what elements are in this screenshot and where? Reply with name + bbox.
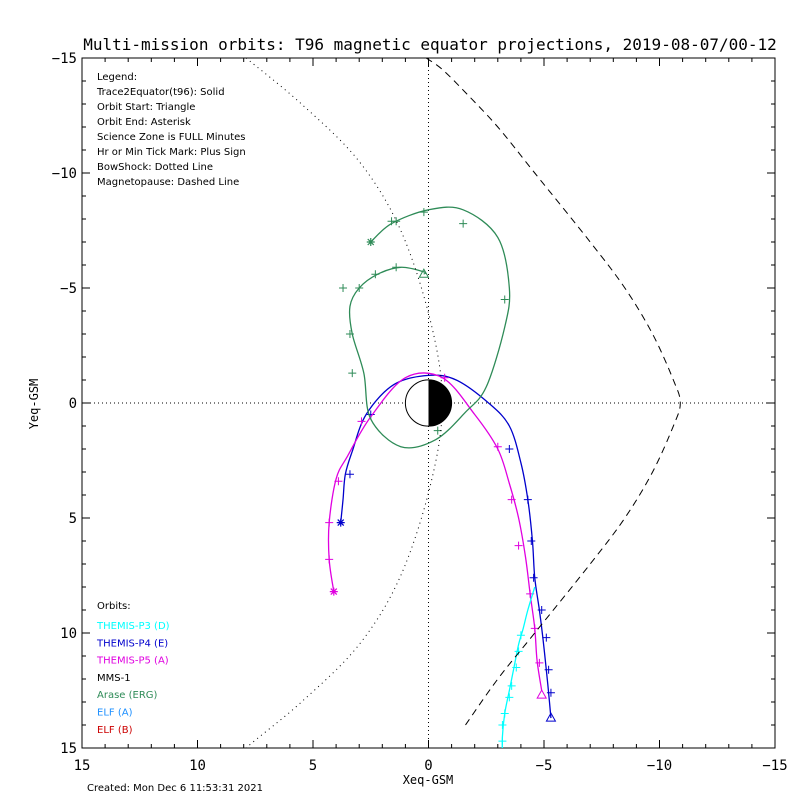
tick-mark-plus (325, 518, 334, 527)
tick-mark-plus (325, 555, 334, 564)
orbit-legend-entry: THEMIS-P4 (E) (96, 638, 168, 649)
y-tick-label: −15 (52, 51, 77, 67)
orbit-legend-entry: MMS-1 (97, 673, 131, 684)
legend: Legend: Trace2Equator(t96): Solid Orbit St… (96, 72, 246, 188)
tick-mark-plus (339, 284, 348, 292)
legend-entry: Science Zone is FULL Minutes (97, 132, 246, 143)
orbit-end-asterisk (329, 587, 338, 596)
tick-mark-plus (530, 624, 539, 633)
legend-entry: Legend: (97, 72, 137, 83)
x-tick-label: −15 (762, 758, 787, 774)
tick-mark-plus (546, 688, 555, 697)
y-tick-label: −5 (60, 281, 77, 297)
tick-mark-plus (357, 417, 366, 426)
orbit-legend-entry: THEMIS-P3 (D) (96, 621, 170, 632)
tick-mark-plus (527, 537, 536, 545)
series-line-arase-erg (348, 206, 511, 449)
orbit-legend-entry: ELF (B) (97, 725, 133, 736)
tick-mark-plus (371, 270, 380, 279)
tick-mark-plus (498, 737, 507, 746)
tick-mark-plus (500, 709, 509, 718)
legend-entry: BowShock: Dotted Line (97, 162, 213, 173)
orbit-end-asterisk (336, 518, 345, 527)
x-tick-label: 5 (309, 758, 317, 774)
created-stamp: Created: Mon Dec 6 11:53:31 2021 (87, 783, 263, 794)
series-line-themis-p5-a (327, 372, 543, 691)
y-tick-label: −10 (52, 166, 77, 182)
x-tick-label: −5 (536, 758, 553, 774)
tick-mark-plus (514, 647, 523, 656)
tick-mark-plus (535, 658, 544, 667)
tick-mark-plus (500, 295, 509, 304)
tick-mark-plus (345, 470, 354, 479)
legend-entry: Hr or Min Tick Mark: Plus Sign (97, 147, 246, 158)
y-tick-label: 5 (69, 511, 77, 527)
tick-mark-plus (516, 631, 525, 640)
y-axis-label: Yeq-GSM (27, 379, 41, 430)
orbit-legend-entry: Arase (ERG) (97, 690, 158, 701)
tick-mark-plus (544, 665, 553, 674)
tick-mark-plus (440, 373, 449, 382)
x-axis-label: Xeq-GSM (403, 773, 454, 787)
orbit-legend: Orbits: THEMIS-P3 (D) THEMIS-P4 (E) THEMIS-… (96, 601, 170, 736)
tick-mark-plus (505, 693, 514, 702)
earth-night-side (428, 379, 452, 427)
series-line-magnetopause (425, 58, 681, 726)
x-tick-label: 15 (74, 758, 91, 774)
tick-mark-plus (419, 208, 428, 217)
tick-mark-plus (392, 217, 401, 226)
tick-mark-plus (514, 541, 523, 550)
tick-mark-plus (392, 263, 401, 272)
legend-entry: Magnetopause: Dashed Line (97, 177, 239, 188)
orbit-start-triangle (418, 268, 430, 278)
chart-title: Multi-mission orbits: T96 magnetic equat… (83, 35, 777, 54)
orbit-start-triangle (545, 712, 557, 722)
y-tick-label: 0 (69, 396, 77, 412)
series-line-bowshock (245, 58, 443, 748)
y-tick-label: 15 (60, 741, 77, 757)
orbit-legend-entry: THEMIS-P5 (A) (96, 656, 169, 667)
tick-mark-plus (507, 495, 516, 504)
x-tick-label: 10 (189, 758, 206, 774)
legend-entry: Orbit Start: Triangle (97, 102, 195, 113)
legend-entry: Trace2Equator(t96): Solid (96, 87, 225, 98)
tick-mark-plus (355, 284, 364, 292)
legend-entry: Orbit End: Asterisk (97, 117, 191, 128)
series-line-themis-p3-d (501, 586, 536, 748)
tick-mark-plus (348, 369, 357, 378)
orbit-start-triangle (536, 689, 548, 699)
tick-mark-plus (493, 442, 502, 451)
tick-mark-plus (529, 573, 538, 582)
tick-mark-plus (459, 219, 468, 228)
orbits-heading: Orbits: (97, 601, 131, 612)
tick-mark-plus (345, 330, 354, 338)
orbit-end-asterisk (366, 238, 375, 246)
tick-mark-plus (498, 749, 506, 757)
tick-mark-plus (537, 606, 546, 614)
y-tick-label: 10 (60, 626, 77, 642)
tick-mark-plus (542, 633, 551, 642)
series-line-themis-p4-e (340, 374, 552, 719)
tick-mark-plus (498, 721, 507, 729)
tick-mark-plus (512, 663, 521, 672)
x-tick-label: 0 (424, 758, 432, 774)
plot-area (245, 58, 681, 757)
x-tick-label: −10 (647, 758, 672, 774)
tick-mark-plus (523, 495, 532, 504)
tick-mark-plus (334, 477, 343, 486)
tick-mark-plus (507, 681, 516, 690)
tick-mark-plus (505, 445, 514, 453)
orbit-legend-entry: ELF (A) (97, 708, 133, 719)
